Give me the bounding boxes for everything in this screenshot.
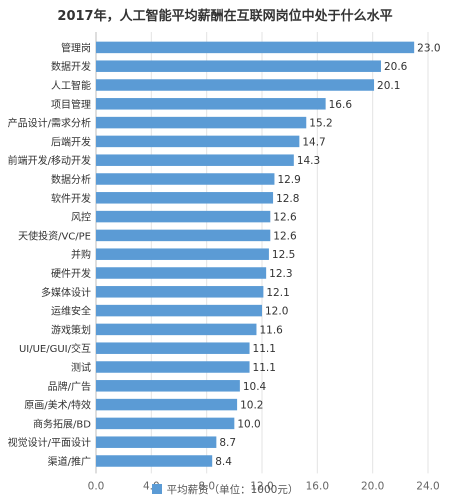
value-label: 12.1 [266, 287, 289, 299]
bar [96, 323, 257, 336]
bar [96, 248, 269, 260]
category-label: 项目管理 [51, 98, 91, 111]
value-label: 8.7 [219, 437, 236, 449]
bar [96, 210, 271, 223]
bar [96, 154, 294, 166]
x-tick-label: 24.0 [416, 480, 439, 492]
value-label: 8.4 [215, 456, 232, 468]
value-label: 15.2 [309, 118, 332, 130]
x-tick-label: 8.0 [198, 480, 215, 492]
value-label: 12.8 [276, 193, 299, 205]
bar [96, 98, 326, 110]
value-label: 11.1 [253, 362, 276, 374]
value-label: 16.6 [329, 99, 353, 111]
bar [96, 60, 381, 72]
legend: 平均薪资（单位：1000元） [0, 482, 450, 497]
category-label: 管理岗 [61, 41, 91, 54]
x-tick-label: 16.0 [306, 480, 329, 492]
category-label: 数据开发 [51, 60, 91, 73]
bar [96, 135, 300, 148]
value-label: 14.3 [297, 155, 320, 167]
category-label: 测试 [71, 361, 91, 374]
category-label: 商务拓展/BD [33, 417, 91, 430]
category-label: 视觉设计/平面设计 [8, 436, 91, 449]
value-label: 12.0 [265, 306, 288, 318]
bar [96, 229, 271, 242]
value-label: 20.6 [384, 61, 408, 73]
category-label: 软件开发 [51, 192, 91, 205]
bar [96, 398, 238, 411]
value-label: 12.9 [277, 174, 300, 186]
bar [96, 342, 250, 354]
category-label: 运维安全 [51, 305, 91, 318]
category-label: 后端开发 [51, 135, 91, 148]
category-label: 数据分析 [51, 173, 91, 186]
category-label: UI/UE/GUI/交互 [19, 342, 91, 355]
value-label: 10.0 [237, 418, 260, 430]
value-label: 12.5 [272, 249, 295, 261]
bar [96, 173, 275, 185]
legend-label: 平均薪资（单位：1000元） [166, 484, 299, 496]
bar [96, 41, 415, 54]
bar [96, 116, 307, 129]
bar [96, 192, 274, 204]
category-label: 产品设计/需求分析 [8, 117, 91, 130]
bar [96, 361, 250, 373]
value-label: 12.6 [273, 230, 297, 242]
bar [96, 417, 235, 430]
bar [96, 455, 213, 467]
value-label: 23.0 [417, 42, 440, 54]
category-label: 游戏策划 [51, 323, 91, 336]
value-label: 20.1 [377, 80, 400, 92]
bar [96, 380, 240, 392]
category-label: 人工智能 [51, 79, 91, 92]
value-label: 11.6 [259, 324, 283, 336]
category-label: 硬件开发 [51, 267, 91, 280]
category-label: 天使投资/VC/PE [18, 229, 91, 242]
category-label: 并购 [71, 248, 91, 261]
category-label: 原画/美术/特效 [24, 399, 91, 412]
chart-title: 2017年，人工智能平均薪酬在互联网岗位中处于什么水平 [57, 9, 393, 24]
bar [96, 267, 267, 279]
value-label: 14.7 [302, 136, 325, 148]
category-label: 多媒体设计 [41, 286, 91, 299]
x-tick-label: 20.0 [361, 480, 384, 492]
bar [96, 304, 262, 317]
x-tick-label: 12.0 [250, 480, 273, 492]
value-label: 10.2 [240, 400, 263, 412]
value-label: 12.6 [273, 212, 297, 224]
category-label: 前端开发/移动开发 [8, 154, 91, 167]
category-label: 渠道/推广 [48, 455, 91, 468]
bar [96, 436, 217, 448]
bar [96, 286, 264, 298]
x-tick-label: 0.0 [88, 480, 105, 492]
legend-swatch [151, 484, 162, 494]
value-label: 12.3 [269, 268, 292, 280]
value-label: 11.1 [253, 343, 276, 355]
bar [96, 79, 375, 91]
value-label: 10.4 [243, 381, 267, 393]
category-label: 品牌/广告 [48, 380, 91, 393]
category-label: 风控 [71, 211, 91, 224]
